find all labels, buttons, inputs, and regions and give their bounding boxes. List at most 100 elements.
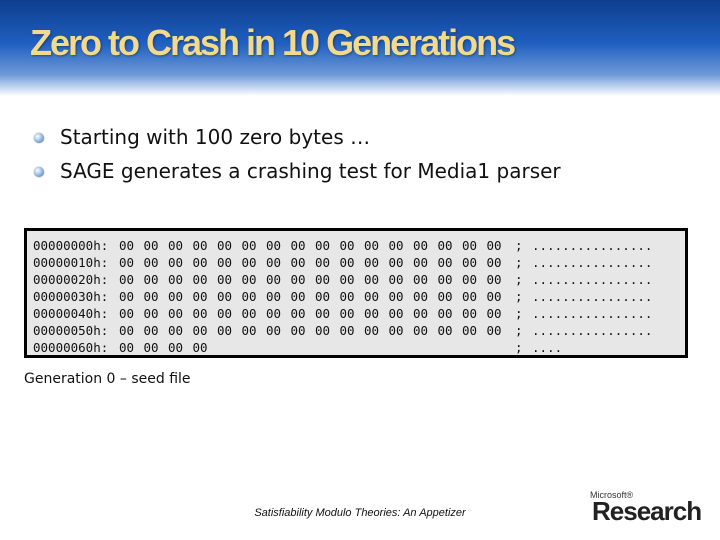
hex-byte: 00: [315, 323, 331, 338]
hex-byte: 00: [241, 238, 257, 253]
hex-byte: 00: [413, 306, 429, 321]
hex-byte: 00: [119, 238, 135, 253]
hex-byte: 00: [413, 323, 429, 338]
hex-byte: 00: [339, 289, 355, 304]
hex-byte: 00: [413, 289, 429, 304]
hex-byte: 00: [217, 323, 233, 338]
hex-address: 00000000h:: [33, 238, 109, 253]
hex-byte: 00: [266, 323, 282, 338]
hex-row: 00000010h: 00 00 00 00 00 00 00 00 00 00 00 00 00 00 00…: [33, 254, 685, 271]
hex-ascii: ................: [532, 272, 653, 287]
hex-address: 00000020h:: [33, 272, 109, 287]
hex-byte: 00: [143, 340, 159, 355]
hex-byte: 00: [143, 255, 159, 270]
hex-byte: 00: [143, 306, 159, 321]
hex-byte: 00: [119, 323, 135, 338]
slide-title: Zero to Crash in 10 Generations: [30, 22, 516, 63]
hex-byte: 00: [290, 238, 306, 253]
logo-microsoft-text: Microsoft®: [590, 490, 634, 500]
hex-byte: 00: [388, 289, 404, 304]
hex-byte: 00: [388, 238, 404, 253]
hex-byte: 00: [241, 255, 257, 270]
hex-byte: 00: [168, 306, 184, 321]
hex-byte: 00: [462, 323, 478, 338]
hex-byte: 00: [192, 306, 208, 321]
hex-separator: ;: [515, 289, 523, 304]
hex-byte: 00: [290, 272, 306, 287]
logo-research-text: Research: [592, 496, 702, 526]
hex-byte: 00: [486, 306, 502, 321]
slide-footer: Satisfiability Modulo Theories: An Appet…: [254, 507, 466, 519]
hex-byte: 00: [486, 323, 502, 338]
hex-separator: ;: [515, 323, 523, 338]
generation-caption: Generation 0 – seed file: [24, 371, 191, 387]
hex-byte: 00: [143, 289, 159, 304]
hex-byte: 00: [290, 289, 306, 304]
hex-byte: 00: [315, 238, 331, 253]
hex-row: 00000040h: 00 00 00 00 00 00 00 00 00 00 00 00 00 00 00…: [33, 305, 685, 322]
hex-byte: 00: [290, 306, 306, 321]
hex-byte: 00: [168, 323, 184, 338]
hex-byte: 00: [217, 238, 233, 253]
hex-byte: 00: [266, 255, 282, 270]
hex-ascii: ................: [532, 306, 653, 321]
bullet-text: SAGE generates a crashing test for Media…: [60, 159, 561, 183]
hex-byte: 00: [388, 255, 404, 270]
microsoft-research-logo: Microsoft® Research: [590, 490, 710, 530]
hex-byte: 00: [143, 272, 159, 287]
hex-address: 00000030h:: [33, 289, 109, 304]
hex-byte: 00: [143, 238, 159, 253]
hex-byte: 00: [266, 289, 282, 304]
hex-byte: 00: [315, 306, 331, 321]
hex-byte: 00: [217, 272, 233, 287]
hex-byte: 00: [339, 306, 355, 321]
hex-byte: 00: [119, 255, 135, 270]
hex-byte: 00: [486, 238, 502, 253]
hex-byte: 00: [315, 255, 331, 270]
hex-ascii: ................: [532, 238, 653, 253]
hex-byte: 00: [437, 306, 453, 321]
hex-byte: 00: [241, 306, 257, 321]
hex-byte: 00: [364, 238, 380, 253]
hex-byte: 00: [413, 272, 429, 287]
hex-byte: 00: [290, 323, 306, 338]
hex-byte: 00: [364, 255, 380, 270]
hex-separator: ;: [515, 272, 523, 287]
hex-byte: 00: [388, 306, 404, 321]
hex-byte: 00: [486, 272, 502, 287]
hex-byte: 00: [437, 289, 453, 304]
hex-byte: 00: [168, 272, 184, 287]
hex-byte: 00: [413, 238, 429, 253]
hex-byte: 00: [119, 306, 135, 321]
hex-byte: 00: [462, 306, 478, 321]
hex-byte: 00: [339, 255, 355, 270]
hex-ascii: ....: [532, 340, 563, 355]
hex-byte: 00: [192, 238, 208, 253]
hex-byte: 00: [217, 255, 233, 270]
hex-separator: ;: [515, 238, 523, 253]
hex-byte: 00: [388, 323, 404, 338]
hex-byte: 00: [241, 272, 257, 287]
bullet-item: Starting with 100 zero bytes …: [34, 120, 561, 154]
hex-byte: 00: [192, 289, 208, 304]
hex-byte: 00: [168, 255, 184, 270]
hex-byte: 00: [437, 255, 453, 270]
hex-byte: 00: [364, 289, 380, 304]
hex-byte: 00: [217, 289, 233, 304]
hex-ascii: ................: [532, 255, 653, 270]
hex-byte: 00: [364, 323, 380, 338]
hex-byte: 00: [437, 272, 453, 287]
bullet-icon: [34, 133, 44, 143]
hex-separator: ;: [515, 340, 523, 355]
hex-byte: 00: [462, 272, 478, 287]
hex-byte: 00: [192, 272, 208, 287]
hex-byte: 00: [241, 323, 257, 338]
hex-byte: 00: [192, 340, 208, 355]
hex-row: 00000000h: 00 00 00 00 00 00 00 00 00 00 00 00 00 00 00…: [33, 237, 685, 254]
title-banner: Zero to Crash in 10 Generations: [0, 0, 720, 96]
hex-byte: 00: [290, 255, 306, 270]
hex-ascii: ................: [532, 289, 653, 304]
hex-byte: 00: [266, 272, 282, 287]
hex-byte: 00: [462, 255, 478, 270]
hex-row: 00000060h: 00 00 00 00;....: [33, 339, 685, 356]
